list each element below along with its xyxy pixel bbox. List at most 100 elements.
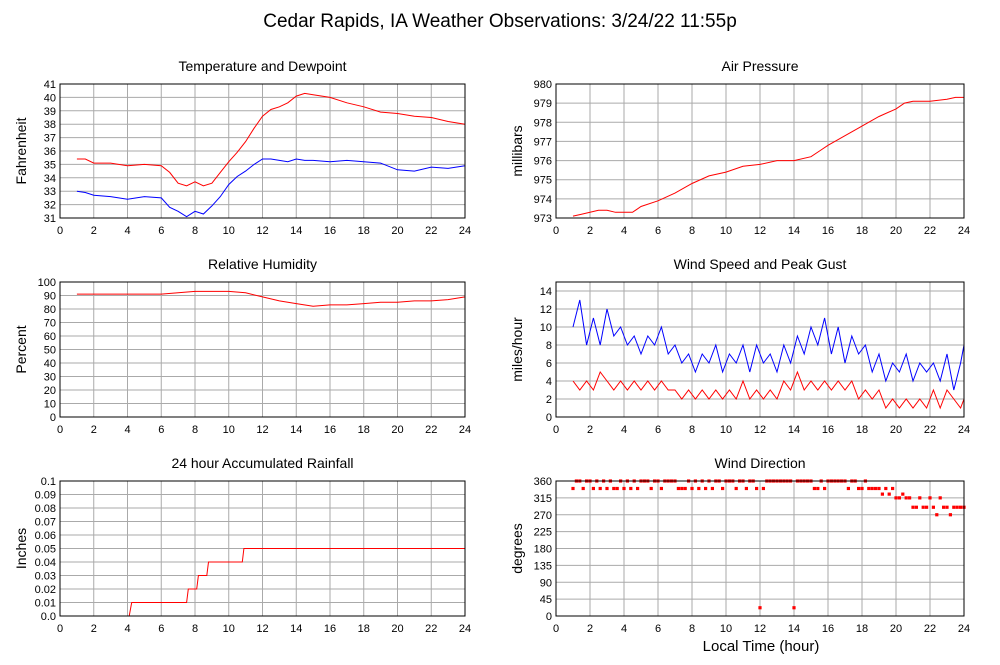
pressure-y-tick-label: 979 <box>534 98 552 110</box>
temp-y-tick-label: 32 <box>44 200 56 212</box>
wdir-y-tick-label: 45 <box>540 594 552 606</box>
rh-y-tick-label: 10 <box>44 399 56 411</box>
wdir-point <box>581 486 585 491</box>
wind-series-1-line <box>572 370 965 410</box>
rh-y-tick-label: 80 <box>44 304 56 316</box>
wind-x-tick-label: 6 <box>655 424 661 436</box>
wdir-point <box>938 496 942 500</box>
pressure-chart-title: Air Pressure <box>721 58 798 74</box>
wdir-y-tick-label: 180 <box>534 544 552 556</box>
rain-x-tick-label: 18 <box>358 623 370 635</box>
wdir-y-tick-label: 90 <box>540 577 552 589</box>
rain-x-tick-label: 2 <box>91 623 97 635</box>
rh-y-tick-label: 0 <box>50 412 56 424</box>
temp-y-tick-label: 40 <box>44 92 56 104</box>
temp-x-tick-label: 2 <box>91 225 97 237</box>
rh-y-tick-label: 40 <box>44 358 56 370</box>
temp-x-tick-label: 16 <box>324 225 336 237</box>
wdir-point <box>690 486 694 491</box>
pressure-x-tick-label: 0 <box>553 225 559 237</box>
wdir-point <box>857 486 861 491</box>
rain-panel: 0 2 4 6 8 10 12 14 16 18 20 22 240.00.010.020.030.04… <box>13 455 471 635</box>
wdir-point <box>891 486 895 491</box>
wdir-x-tick-label: 20 <box>890 623 902 635</box>
pressure-x-tick-label: 14 <box>788 225 800 237</box>
wdir-point <box>877 486 881 491</box>
wdir-point <box>704 486 708 491</box>
rain-x-tick-label: 6 <box>158 623 164 635</box>
wdir-y-tick-label: 225 <box>534 527 552 539</box>
wdir-point <box>918 496 922 500</box>
wdir-point <box>921 505 925 509</box>
wind-y-tick-label: 6 <box>546 358 552 370</box>
wdir-point <box>697 486 701 491</box>
rain-y-tick-label: 0.09 <box>35 490 56 502</box>
wdir-point <box>894 496 898 500</box>
wdir-point <box>734 486 738 491</box>
wdir-x-tick-label: 12 <box>754 623 766 635</box>
rain-x-tick-label: 12 <box>256 623 268 635</box>
temp-x-tick-label: 4 <box>124 225 130 237</box>
temp-x-tick-label: 24 <box>459 225 471 237</box>
temp-y-tick-label: 34 <box>44 173 56 185</box>
wdir-point <box>959 505 963 509</box>
wdir-point <box>710 486 714 491</box>
wdir-point <box>744 486 748 491</box>
wdir-x-tick-label: 8 <box>689 623 695 635</box>
rh-x-tick-label: 6 <box>158 424 164 436</box>
rain-x-tick-label: 20 <box>391 623 403 635</box>
wind-series-0-line <box>572 299 965 391</box>
pressure-y-tick-label: 973 <box>534 213 552 225</box>
temp-y-tick-label: 36 <box>44 146 56 158</box>
wdir-point <box>897 496 901 500</box>
wdir-x-tick-label: 16 <box>822 623 834 635</box>
pressure-y-tick-label: 975 <box>534 175 552 187</box>
wdir-y-tick-label: 270 <box>534 510 552 522</box>
wdir-x-tick-label: 10 <box>720 623 732 635</box>
figure-title: Cedar Rapids, IA Weather Observations: 3… <box>263 11 737 32</box>
rh-x-tick-label: 4 <box>124 424 130 436</box>
wdir-point <box>884 486 888 491</box>
wdir-point <box>948 513 952 517</box>
wind-y-axis-label: miles/hour <box>509 317 525 382</box>
rh-y-tick-label: 100 <box>38 277 56 289</box>
temp-x-tick-label: 18 <box>358 225 370 237</box>
wdir-point <box>598 486 602 491</box>
x-axis-label: Local Time (hour) <box>703 638 820 655</box>
pressure-panel: 0 2 4 6 8 10 12 14 16 18 20 22 249739749759769779789… <box>509 58 970 237</box>
pressure-y-tick-label: 976 <box>534 156 552 168</box>
wdir-point <box>659 486 663 491</box>
wdir-point <box>823 486 827 491</box>
rain-y-tick-label: 0.04 <box>35 557 56 569</box>
wdir-point <box>683 486 687 491</box>
wdir-y-tick-label: 0 <box>546 611 552 623</box>
temp-x-tick-label: 12 <box>256 225 268 237</box>
rain-x-tick-label: 0 <box>57 623 63 635</box>
rh-x-tick-label: 12 <box>256 424 268 436</box>
wdir-point <box>880 492 884 496</box>
wdir-chart-title: Wind Direction <box>714 455 805 471</box>
temp-y-tick-label: 33 <box>44 186 56 198</box>
wdir-point <box>571 486 575 491</box>
rain-y-tick-label: 0.03 <box>35 571 56 583</box>
wdir-point <box>908 496 912 500</box>
temp-chart-title: Temperature and Dewpoint <box>178 58 346 74</box>
wind-x-tick-label: 24 <box>958 424 970 436</box>
wdir-point <box>870 486 874 491</box>
rain-frame <box>59 480 466 617</box>
wdir-x-tick-label: 24 <box>958 623 970 635</box>
wdir-point <box>942 505 946 509</box>
temp-y-tick-label: 37 <box>44 133 56 145</box>
rh-frame <box>59 281 466 418</box>
wind-y-tick-label: 10 <box>540 322 552 334</box>
wind-y-tick-label: 2 <box>546 394 552 406</box>
temp-y-tick-label: 31 <box>44 213 56 225</box>
wdir-x-tick-label: 22 <box>924 623 936 635</box>
wind-y-tick-label: 12 <box>540 304 552 316</box>
wind-x-tick-label: 14 <box>788 424 800 436</box>
wdir-point <box>945 505 949 509</box>
wdir-y-axis-label: degrees <box>509 523 525 574</box>
wdir-y-tick-label: 135 <box>534 560 552 572</box>
